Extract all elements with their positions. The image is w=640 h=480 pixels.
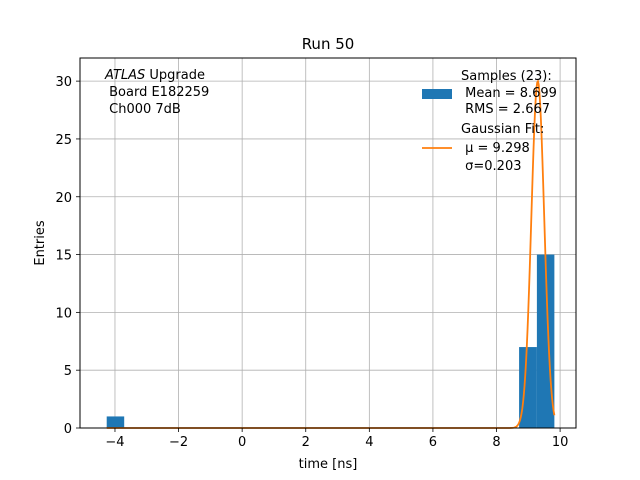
y-tick-label: 25 (55, 133, 72, 148)
y-tick-label: 20 (55, 191, 72, 206)
annotation-line-1: ATLAS Upgrade (104, 68, 205, 83)
legend-samples-swatch (422, 89, 452, 99)
y-axis-ticks: 0 5 10 15 20 25 30 (55, 75, 80, 437)
legend-samples-label: Samples (23): (461, 69, 552, 84)
x-axis-label: time [ns] (299, 457, 358, 472)
y-tick-label: 0 (64, 422, 72, 437)
legend-mu-label: μ = 9.298 (461, 141, 530, 156)
x-tick-label: 6 (429, 435, 437, 450)
y-tick-label: 10 (55, 306, 72, 321)
histogram-bar (519, 347, 537, 428)
x-tick-label: 4 (365, 435, 373, 450)
annotation-atlas: ATLAS (104, 68, 145, 83)
plot-frame (79, 57, 577, 429)
atlas-annotation: ATLAS Upgrade Board E182259 Ch000 7dB (104, 68, 209, 117)
x-tick-label: 10 (552, 435, 569, 450)
histogram-bar (106, 416, 125, 428)
y-tick-label: 5 (64, 364, 72, 379)
legend-fit-label: Gaussian Fit: (461, 122, 544, 137)
annotation-line-3: Ch000 7dB (105, 102, 181, 117)
grid-lines (80, 58, 576, 429)
x-tick-label: −4 (105, 435, 124, 450)
y-axis-label: Entries (33, 220, 48, 266)
legend: Samples (23): Mean = 8.699 RMS = 2.667 G… (422, 69, 557, 174)
y-tick-label: 15 (55, 249, 72, 264)
x-tick-label: 8 (492, 435, 500, 450)
x-tick-label: −2 (169, 435, 188, 450)
x-tick-label: 0 (238, 435, 246, 450)
histogram-bar (536, 254, 555, 428)
legend-sigma-label: σ=0.203 (461, 159, 521, 174)
annotation-upgrade: Upgrade (145, 68, 205, 83)
legend-rms-label: RMS = 2.667 (461, 102, 550, 117)
chart-title: Run 50 (302, 35, 355, 53)
y-tick-label: 30 (55, 75, 72, 90)
x-tick-label: 2 (302, 435, 310, 450)
legend-mean-label: Mean = 8.699 (461, 86, 557, 101)
x-axis-ticks: −4 −2 0 2 4 6 8 10 (105, 428, 568, 450)
annotation-line-2: Board E182259 (105, 85, 209, 100)
histogram-bars (106, 254, 555, 428)
